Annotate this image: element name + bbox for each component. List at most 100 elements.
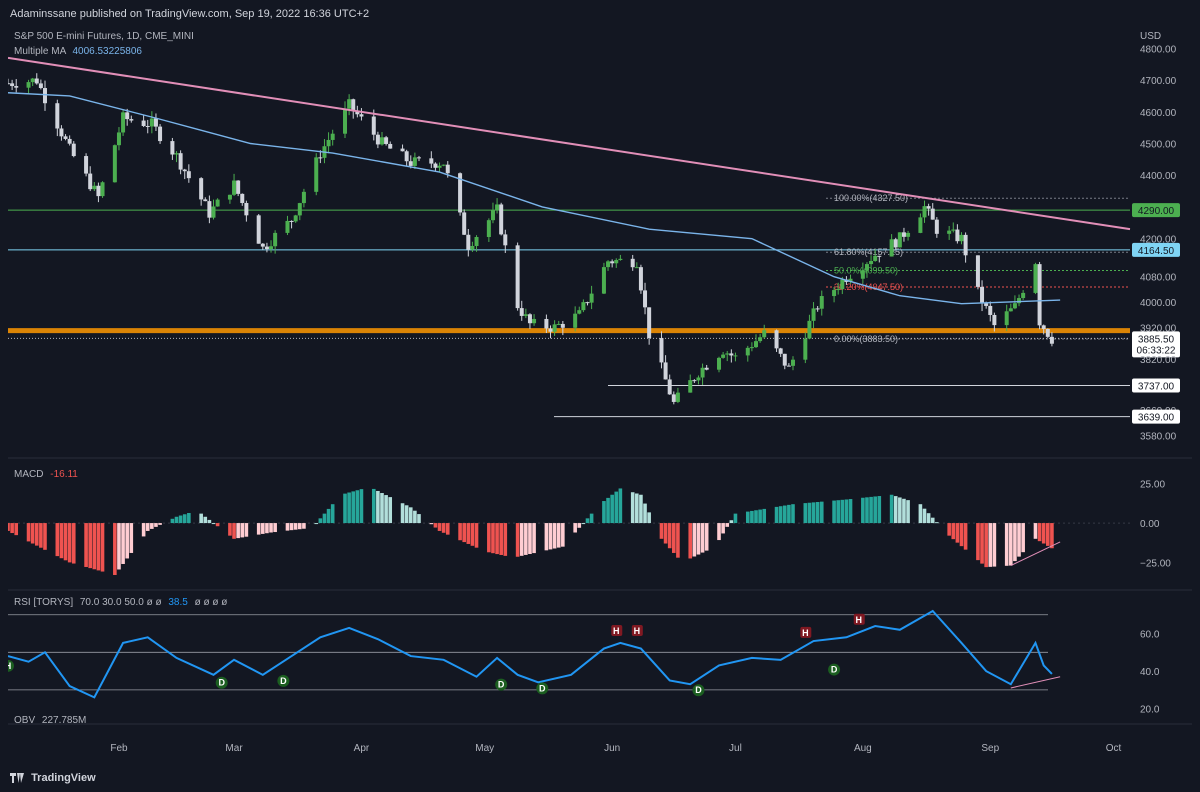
rsi-high-marker <box>611 625 623 637</box>
macd-bar <box>865 497 869 524</box>
grid <box>8 457 1192 725</box>
rsi-legend[interactable]: RSI [TORYS] 70.0 30.0 50.0 ø ø 38.5 ø ø … <box>14 597 227 608</box>
candle-body <box>273 232 278 247</box>
macd-bar <box>602 501 606 524</box>
macd-bar <box>343 493 347 524</box>
macd-title: MACD <box>14 469 44 480</box>
obv-title: OBV <box>14 715 36 726</box>
candle-body <box>318 157 323 159</box>
macd-bar <box>922 508 927 524</box>
candle-body <box>700 367 705 378</box>
macd-bar <box>174 516 179 524</box>
candle-body <box>1021 292 1026 299</box>
candle-body <box>573 313 578 328</box>
macd-bar <box>55 523 60 557</box>
macd-bar <box>1004 523 1009 566</box>
macd-bar <box>113 523 117 575</box>
macd-bar <box>6 523 10 531</box>
macd-bar <box>676 523 680 558</box>
rsi-params: 70.0 30.0 50.0 ø ø <box>79 597 162 608</box>
macd-bar <box>918 504 923 524</box>
macd-pane: 25.00 0.00 −25.00 <box>6 480 1171 575</box>
candle-body <box>301 191 306 204</box>
price-tick-4000.00: 4000.00 <box>1140 298 1177 309</box>
candle-body <box>182 169 187 172</box>
candle-body <box>585 302 590 304</box>
ma-value: 4006.53225806 <box>72 46 142 57</box>
rsi-low-marker <box>495 678 508 691</box>
candle-body <box>663 362 668 380</box>
macd-bar <box>178 515 183 524</box>
price-tick-3820.00: 3820.00 <box>1140 355 1177 366</box>
macd-bar <box>187 512 191 524</box>
candle-body <box>297 203 302 216</box>
macd-bar <box>791 504 795 524</box>
candle-body <box>232 180 237 195</box>
macd-bar <box>639 494 643 524</box>
macd-bar <box>955 523 960 543</box>
candle-body <box>667 379 672 395</box>
obv-legend[interactable]: OBV 227.785M <box>14 715 86 726</box>
macd-bar <box>610 494 614 524</box>
macd-bar <box>244 523 249 537</box>
macd-bar <box>39 523 43 548</box>
macd-bar <box>519 523 524 556</box>
symbol-legend[interactable]: S&P 500 E-mini Futures, 1D, CME_MINI <box>14 31 194 42</box>
candle-body <box>330 133 335 140</box>
candle-body <box>548 328 553 332</box>
candle-body <box>153 118 158 127</box>
candle-body <box>388 143 393 149</box>
macd-bar <box>803 503 808 524</box>
candle-body <box>745 347 750 356</box>
macd-bar <box>92 523 97 570</box>
candle-body <box>618 258 623 260</box>
macd-bar <box>898 497 902 524</box>
macd-bar <box>733 513 738 524</box>
candle-body <box>59 128 64 137</box>
macd-value: -16.11 <box>50 469 78 480</box>
candle-body <box>975 255 980 287</box>
candle-body <box>630 258 635 268</box>
macd-bar <box>762 508 767 524</box>
candle-body <box>1033 264 1038 293</box>
candle-body <box>26 82 31 88</box>
candle-body <box>326 139 331 147</box>
macd-bar <box>926 513 931 524</box>
candle-body <box>671 394 676 402</box>
macd-bar <box>388 497 393 524</box>
macd-bar <box>117 523 121 570</box>
candle-body <box>717 357 722 370</box>
macd-bar <box>663 523 668 544</box>
macd-legend[interactable]: MACD -16.11 <box>14 469 78 480</box>
rsi-high-marker <box>800 626 812 638</box>
chart-svg[interactable]: 100.00%(4327.50) 61.80%(4157.25) 50.0%(409… <box>2 28 1192 766</box>
candle-body <box>819 296 824 309</box>
candle-body <box>532 318 537 324</box>
macd-bar <box>840 499 845 524</box>
candle-body <box>733 355 738 357</box>
ma-legend[interactable]: Multiple MA 4006.53225806 <box>14 46 142 57</box>
candle-body <box>186 171 191 179</box>
macd-bar <box>232 523 236 539</box>
macd-bar <box>466 523 471 544</box>
candle-body <box>877 255 882 257</box>
macd-bar <box>696 523 701 555</box>
macd-bar <box>125 523 129 559</box>
candle-body <box>260 243 265 247</box>
candle-body <box>901 232 906 237</box>
symbol-title: S&P 500 E-mini Futures, 1D, CME_MINI <box>14 31 194 42</box>
macd-bar <box>754 510 758 524</box>
macd-tick: 25.00 <box>1140 480 1165 491</box>
rsi-pane: H D D D D D D H H H H 60.0 40.0 20.0 <box>2 609 1160 716</box>
macd-bar <box>659 523 664 539</box>
chart-frame[interactable]: 100.00%(4327.50) 61.80%(4157.25) 50.0%(409… <box>2 28 1192 766</box>
price-tick-3920.00: 3920.00 <box>1140 323 1177 334</box>
candle-body <box>408 161 413 166</box>
candle-body <box>963 234 968 256</box>
candle-body <box>1045 328 1050 337</box>
rsi-marker-label: D <box>539 683 546 693</box>
tradingview-logo[interactable]: TradingView <box>10 772 96 784</box>
macd-bar <box>758 509 762 524</box>
macd-bar <box>462 523 466 543</box>
macd-bar <box>947 523 951 536</box>
